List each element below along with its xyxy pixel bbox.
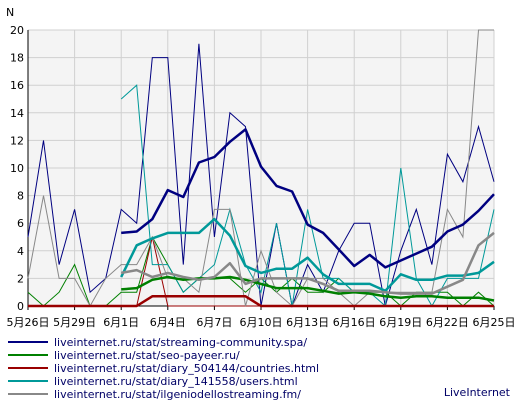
x-tick-label: 6月19日 [379,316,422,329]
y-tick-label: 10 [10,162,24,175]
x-tick-label: 6月4日 [150,316,186,329]
legend-swatch [8,380,48,382]
legend-label: liveinternet.ru/stat/streaming-community… [54,336,308,349]
y-tick-label: 16 [10,79,24,92]
legend-swatch [8,354,48,356]
x-tick-label: 6月22日 [426,316,469,329]
series-average-line [121,128,495,269]
y-tick-label: 0 [17,300,24,313]
watermark: LiveInternet [443,386,510,399]
x-tick-label: 6月10日 [240,316,283,329]
series-average-line [120,231,495,295]
x-tick-label: 6月25日 [473,316,516,329]
legend-swatch [8,393,48,395]
x-tick-label: 6月7日 [196,316,232,329]
y-tick-label: 12 [10,134,24,147]
x-tick-label: 6月13日 [286,316,329,329]
y-tick-label: 20 [10,24,24,37]
line-chart: 0 2 4 6 8 10 12 14 16 18 20 5月26日 5月29日 6月1日 6月4日 6月7日 6… [6,6,516,329]
series-average-line [121,275,495,302]
y-unit-label: N [6,6,14,19]
x-tick-label: 5月29日 [53,316,96,329]
x-tick-label: 6月1日 [103,316,139,329]
series-average-line [28,295,494,308]
y-tick-label: 18 [10,52,24,65]
legend-swatch [8,367,48,369]
legend-label: liveinternet.ru/stat/ilgeniodellostreami… [54,388,301,401]
legend-label: liveinternet.ru/stat/seo-payeer.ru/ [54,349,240,362]
legend-label: liveinternet.ru/stat/diary_504144/countr… [54,362,320,375]
x-tick-label: 5月26日 [7,316,50,329]
x-tick-label: 6月16日 [333,316,376,329]
y-tick-label: 2 [17,272,24,285]
y-tick-label: 6 [17,217,24,230]
y-tick-label: 14 [10,107,24,120]
legend-swatch [8,341,48,343]
y-tick-label: 4 [17,245,24,258]
series-average-line [120,217,495,293]
series-line [27,29,494,308]
y-tick-label: 8 [17,190,24,203]
legend-label: liveinternet.ru/stat/diary_141558/users.… [54,375,298,388]
